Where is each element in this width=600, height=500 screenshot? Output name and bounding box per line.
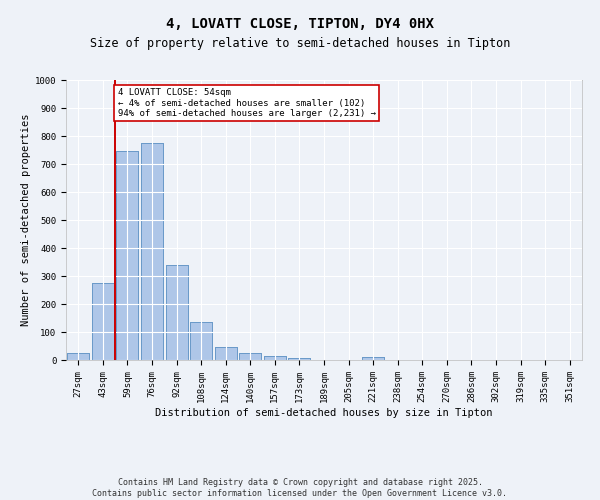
Bar: [190, 322, 212, 360]
Text: 4 LOVATT CLOSE: 54sqm
← 4% of semi-detached houses are smaller (102)
94% of semi: 4 LOVATT CLOSE: 54sqm ← 4% of semi-detac…: [118, 88, 376, 118]
Bar: [166, 265, 188, 360]
Bar: [190, 322, 212, 360]
Bar: [215, 348, 237, 360]
Bar: [116, 152, 139, 360]
Text: Contains HM Land Registry data © Crown copyright and database right 2025.
Contai: Contains HM Land Registry data © Crown c…: [92, 478, 508, 498]
Bar: [289, 358, 310, 360]
Bar: [166, 265, 188, 360]
Bar: [116, 152, 139, 360]
Bar: [92, 283, 114, 360]
X-axis label: Distribution of semi-detached houses by size in Tipton: Distribution of semi-detached houses by …: [155, 408, 493, 418]
Text: 4, LOVATT CLOSE, TIPTON, DY4 0HX: 4, LOVATT CLOSE, TIPTON, DY4 0HX: [166, 18, 434, 32]
Bar: [141, 143, 163, 360]
Bar: [141, 143, 163, 360]
Bar: [92, 283, 114, 360]
Bar: [215, 348, 237, 360]
Bar: [264, 356, 286, 360]
Bar: [362, 356, 384, 360]
Bar: [264, 356, 286, 360]
Bar: [67, 353, 89, 360]
Text: Size of property relative to semi-detached houses in Tipton: Size of property relative to semi-detach…: [90, 38, 510, 51]
Bar: [239, 353, 262, 360]
Bar: [362, 356, 384, 360]
Bar: [289, 358, 310, 360]
Bar: [67, 353, 89, 360]
Y-axis label: Number of semi-detached properties: Number of semi-detached properties: [20, 114, 31, 326]
Bar: [239, 353, 262, 360]
